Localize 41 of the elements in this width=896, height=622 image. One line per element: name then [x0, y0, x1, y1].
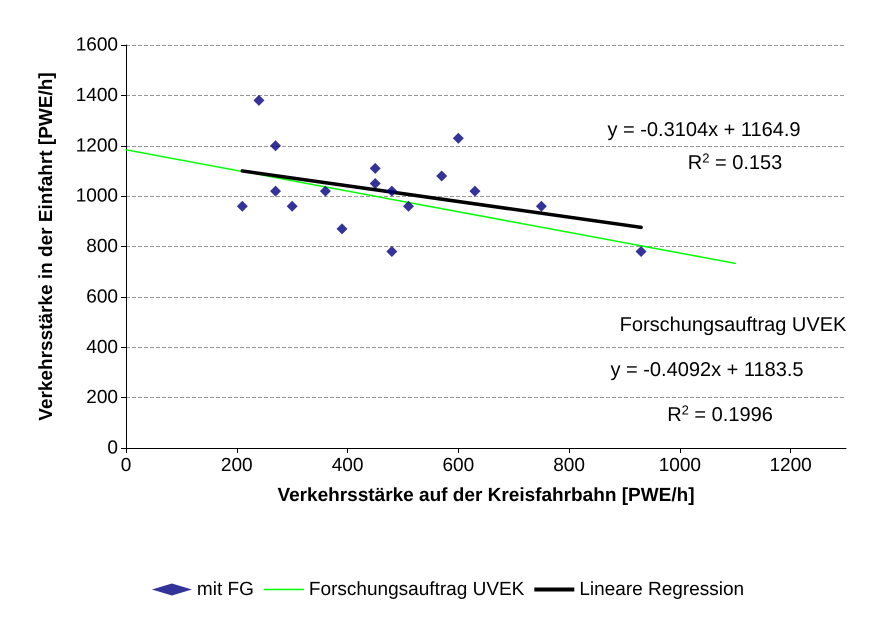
point — [236, 200, 248, 212]
x-tick-label: 600 — [442, 455, 474, 476]
point — [270, 140, 282, 152]
y-tick-label: 1000 — [76, 186, 118, 207]
point — [436, 170, 448, 182]
x-tick-label: 800 — [553, 455, 585, 476]
x-axis-title: Verkehrsstärke auf der Kreisfahrbahn [PWE/h] — [277, 485, 695, 506]
annotation: y = -0.3104x + 1164.9 — [607, 119, 801, 141]
x-tick-label: 200 — [220, 455, 253, 476]
x-tick-label: 1000 — [658, 455, 701, 476]
point — [636, 246, 647, 258]
point — [469, 186, 480, 197]
point — [370, 178, 381, 190]
y-tick-label: 0 — [107, 438, 118, 458]
x-tick-label: 0 — [120, 455, 132, 476]
point — [253, 94, 264, 106]
annotation: Forschungsauftrag UVEK — [620, 314, 848, 336]
point — [452, 132, 464, 144]
annotation: y = -0.4092x + 1183.5 — [610, 359, 804, 381]
point — [336, 223, 348, 234]
y-tick-label: 1200 — [76, 135, 118, 156]
y-tick-label: 800 — [86, 236, 118, 257]
y-tick-label: 1400 — [76, 84, 118, 106]
point — [286, 200, 298, 212]
point — [386, 246, 398, 258]
legend-label: Forschungsauftrag UVEK — [308, 579, 525, 600]
point — [402, 200, 414, 212]
point — [536, 200, 547, 212]
legend-label: Lineare Regression — [579, 579, 744, 600]
point — [270, 186, 282, 197]
x-tick-label: 1200 — [769, 455, 812, 476]
y-tick-label: 200 — [86, 387, 118, 408]
point — [370, 162, 381, 174]
point — [386, 186, 398, 197]
point — [320, 186, 331, 197]
y-tick-label: 600 — [86, 286, 118, 308]
legend-label: mit FG — [196, 579, 254, 600]
y-tick-label: 1600 — [76, 34, 118, 56]
y-axis-title: Verkehrsstärke in der Einfahrt [PWE/h] — [36, 72, 57, 421]
y-tick-label: 400 — [86, 336, 118, 358]
x-tick-label: 400 — [332, 455, 364, 476]
